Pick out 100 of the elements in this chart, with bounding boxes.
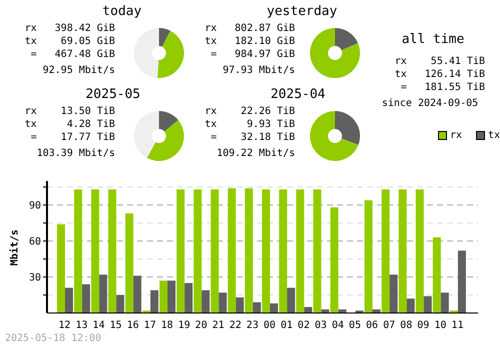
bar	[296, 189, 304, 313]
y-tick-label: 60	[28, 236, 41, 248]
donut-slice	[146, 120, 184, 161]
x-tick-label: 14	[92, 320, 105, 332]
bar	[74, 189, 82, 313]
y-tick-label: 30	[28, 272, 41, 284]
bar	[252, 302, 261, 313]
text: since 2024-09-05	[380, 97, 480, 110]
x-tick-label: 06	[366, 320, 378, 332]
x-tick-label: 07	[383, 320, 396, 332]
text: all time	[400, 32, 466, 47]
x-tick-label: 16	[126, 320, 139, 332]
donut-slice	[335, 111, 360, 145]
x-tick-label: 02	[298, 320, 310, 332]
bar	[313, 189, 322, 313]
x-tick-label: 19	[178, 320, 190, 332]
bar	[65, 288, 73, 313]
bar	[458, 250, 466, 313]
bar	[279, 189, 288, 313]
text: 103.39 Mbit/s	[36, 147, 115, 160]
x-tick-label: 09	[417, 320, 430, 332]
x-tick-label: 01	[280, 320, 293, 332]
x-tick-label: 21	[212, 320, 224, 332]
chart-title: 2025-05	[84, 87, 142, 102]
text: tx 126.14 TiB	[394, 68, 485, 81]
x-tick-label: 00	[264, 320, 276, 332]
bar	[150, 290, 158, 313]
text: = 467.48 GiB	[30, 48, 115, 61]
bar	[133, 276, 142, 313]
bar	[304, 307, 312, 313]
bar	[99, 274, 108, 313]
bar	[287, 288, 296, 313]
text: 97.93 Mbit/s	[222, 64, 295, 77]
y-axis-title: Mbit/s	[10, 228, 20, 266]
x-tick-label: 23	[246, 320, 258, 332]
bar	[228, 188, 236, 313]
x-tick-label: 05	[348, 320, 361, 332]
bar	[116, 295, 124, 313]
bar	[236, 297, 244, 313]
bar	[440, 292, 449, 313]
bar	[364, 200, 372, 313]
bar	[330, 207, 338, 313]
bar	[210, 189, 219, 313]
text: rx 802.87 GiB	[204, 22, 295, 35]
y-tick-label: 90	[28, 200, 41, 212]
x-tick-label: 08	[400, 320, 412, 332]
text: 2025-05-18 12:00	[5, 333, 102, 344]
text: 109.22 Mbit/s	[216, 147, 295, 160]
x-tick-label: 04	[332, 320, 344, 332]
donut-slice	[335, 28, 358, 50]
donut-slice	[310, 28, 360, 78]
bar	[424, 296, 432, 313]
bar	[390, 274, 398, 313]
text: rx 398.42 GiB	[24, 22, 115, 35]
bar	[218, 292, 227, 313]
bar	[270, 303, 278, 313]
bar	[382, 189, 390, 313]
bar	[168, 280, 176, 313]
bar	[406, 298, 415, 313]
text: 92.95 Mbit/s	[42, 64, 115, 77]
legend-label: rx	[450, 130, 462, 141]
text: = 984.97 GiB	[210, 48, 295, 61]
x-tick-label: 20	[195, 320, 208, 332]
text: tx 4.28 TiB	[24, 118, 115, 131]
bar	[416, 189, 424, 313]
x-tick-label: 10	[434, 320, 446, 332]
bar	[108, 189, 116, 313]
x-tick-label: 17	[144, 320, 156, 332]
text: = 32.18 TiB	[210, 131, 295, 144]
legend-label: tx	[488, 130, 500, 141]
text: rx 55.41 TiB	[394, 55, 485, 68]
bar	[91, 189, 100, 313]
x-tick-label: 13	[76, 320, 88, 332]
chart-title: yesterday	[266, 4, 338, 19]
text: tx 182.10 GiB	[204, 35, 295, 48]
bar	[184, 283, 193, 313]
chart-title: today	[101, 4, 143, 19]
x-tick-label: 03	[314, 320, 327, 332]
text: rx 22.26 TiB	[204, 105, 295, 118]
x-tick-label: 11	[451, 320, 464, 332]
text: = 17.77 TiB	[30, 131, 115, 144]
donut-slice	[310, 111, 358, 161]
bar	[160, 280, 168, 313]
text: tx 9.93 TiB	[204, 118, 295, 131]
x-tick-label: 12	[58, 320, 71, 332]
x-tick-label: 18	[161, 320, 174, 332]
bar	[262, 189, 270, 313]
chart-title: 2025-04	[270, 87, 326, 102]
donut-slice	[159, 111, 178, 132]
bar	[244, 188, 253, 313]
bar	[194, 189, 202, 313]
bar	[202, 290, 210, 313]
bar	[125, 213, 134, 313]
donut-slice	[134, 28, 159, 78]
bar	[57, 224, 65, 313]
x-tick-label: 15	[110, 320, 122, 332]
x-tick-label: 22	[229, 320, 242, 332]
bar	[82, 284, 90, 313]
donut-slice	[157, 30, 184, 78]
text: tx 69.05 GiB	[24, 35, 115, 48]
